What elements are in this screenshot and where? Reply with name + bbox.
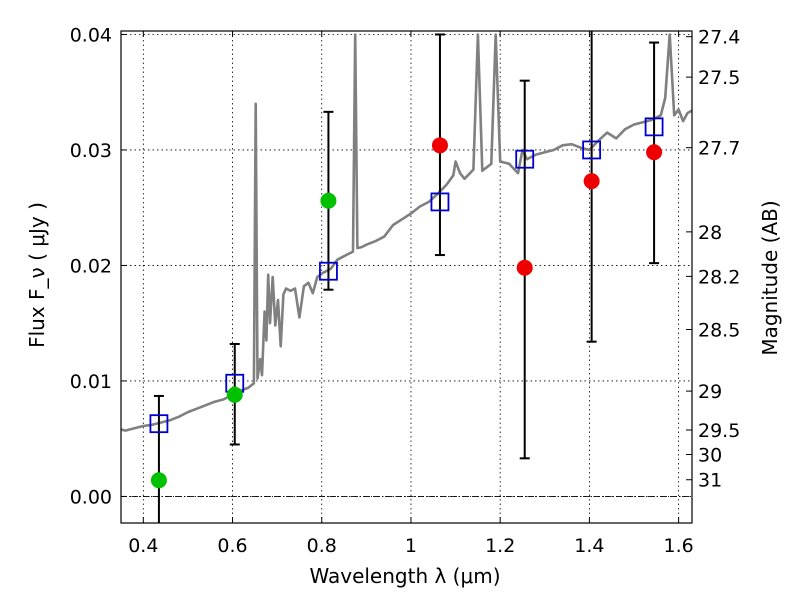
x-tick-label: 1.2: [485, 535, 515, 557]
y-tick-label: 0.02: [70, 255, 112, 277]
x-tick-label: 1: [405, 535, 417, 557]
spectrum-line: [120, 33, 693, 432]
model-point: [582, 140, 602, 160]
model-point: [319, 261, 338, 281]
magnitude-tick-label: 27.7: [698, 138, 740, 160]
x-axis-label: Wavelength λ (μm): [309, 564, 500, 588]
y-tick-label: 0.03: [70, 140, 112, 162]
x-tick-label: 0.6: [217, 535, 247, 557]
magnitude-tick-label: 28.5: [698, 319, 740, 341]
grid-lines: [121, 31, 692, 523]
magnitude-axis-ticks: 27.4 27.5 27.7 28 28.2 28.5 29 29.5 30 31: [686, 27, 740, 492]
x-tick-label: 0.8: [307, 535, 337, 557]
observed-point: [320, 192, 337, 209]
y-tick-label: 0.01: [70, 371, 112, 393]
plot-area-frame: [120, 30, 693, 524]
model-point: [644, 117, 664, 137]
y-tick-label: 0.04: [70, 24, 112, 46]
x-tick-label: 1.4: [574, 535, 604, 557]
magnitude-tick-label: 30: [698, 445, 722, 467]
magnitude-tick-label: 28.2: [698, 266, 740, 288]
magnitude-tick-label: 28: [698, 222, 722, 244]
observed-point: [646, 144, 663, 161]
magnitude-tick-label: 29: [698, 381, 722, 403]
observed-point: [431, 137, 448, 154]
x-tick-label: 1.6: [664, 535, 694, 557]
observed-point: [583, 173, 600, 190]
model-point: [430, 192, 450, 212]
model-point: [149, 414, 169, 434]
observed-point: [516, 259, 533, 276]
spectrum-series: [120, 33, 693, 432]
model-points: [149, 117, 664, 434]
y-tick-label: 0.00: [70, 486, 112, 508]
x-tick-label: 0.4: [128, 535, 158, 557]
observed-point: [150, 472, 167, 489]
y-axis-label: Flux F_ν ( μJy ): [25, 202, 49, 348]
magnitude-tick-label: 29.5: [698, 420, 740, 442]
error-bars: [153, 31, 660, 523]
magnitude-tick-label: 27.4: [698, 27, 740, 49]
magnitude-tick-label: 27.5: [698, 67, 740, 89]
observed-points: [150, 137, 663, 489]
magnitude-tick-label: 31: [698, 470, 722, 492]
x-axis-ticks: 0.4 0.6 0.8 1 1.2 1.4 1.6: [128, 31, 694, 557]
model-point: [515, 149, 535, 169]
magnitude-axis-label: Magnitude (AB): [758, 200, 782, 355]
observed-point: [226, 386, 243, 403]
y-axis-ticks: 0.00 0.01 0.02 0.03 0.04: [70, 24, 127, 508]
